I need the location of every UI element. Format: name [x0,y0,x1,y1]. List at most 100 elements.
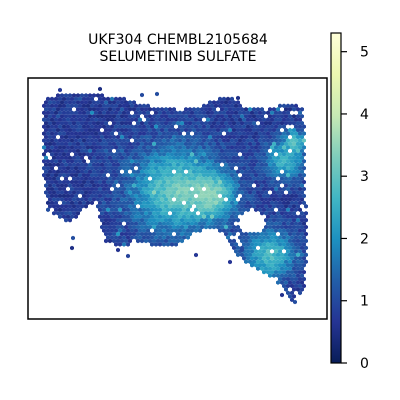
spot [264,204,268,209]
spot [118,165,122,171]
spot [294,228,298,233]
spot [302,255,306,261]
spot [212,217,216,223]
spot [122,96,126,102]
spot [298,283,302,289]
spot [144,148,148,154]
spot [134,193,138,199]
spot [252,113,256,119]
spot [292,127,296,133]
spot [134,207,138,213]
spot [188,141,192,147]
spot [150,207,154,213]
spot [138,179,142,185]
spot [88,190,92,195]
spot [134,200,138,206]
spot [254,235,258,240]
spot [228,162,232,168]
spot [192,176,196,181]
spot [296,259,300,265]
spot [76,162,80,168]
spot [150,193,154,199]
spot [114,179,118,185]
spot [276,238,280,244]
spot [48,107,52,112]
spot [234,249,238,254]
spot [108,190,112,195]
spot [152,238,156,244]
spot [250,165,254,171]
spot [186,172,190,178]
spot [170,124,174,129]
spot [124,183,128,188]
spot [118,124,122,129]
spot [292,134,296,140]
spot [282,131,286,136]
spot [236,155,240,161]
spot [178,117,182,123]
spot [238,117,242,123]
spot [124,231,128,237]
spot [194,172,198,178]
spot [226,103,230,109]
spot [46,200,50,206]
spot [176,238,180,244]
spot [88,120,92,126]
spot [254,165,258,171]
spot [108,169,112,174]
spot [78,165,82,171]
spot [234,152,238,157]
spot [180,148,184,154]
spot [296,204,300,209]
spot [182,152,186,157]
spot [234,145,238,150]
spot [300,224,304,230]
spot [300,113,304,119]
spot [98,138,102,143]
spot [232,162,236,168]
spot [194,165,198,171]
spot [118,207,122,213]
spot [278,103,282,109]
spot [216,217,220,223]
spot [268,238,272,244]
spot [76,127,80,133]
spot [268,162,272,168]
spot [192,113,196,119]
spot [140,148,144,154]
spot [46,138,50,143]
spot [294,145,298,150]
spot [100,120,104,126]
spot [302,193,306,199]
spot [138,117,142,123]
spot [204,120,208,126]
spot [274,131,278,136]
spot [70,172,74,178]
spot [96,120,100,126]
spot [154,117,158,123]
spot [252,127,256,133]
spot [158,172,162,178]
spot [208,100,212,105]
spot [184,127,188,133]
spot [248,169,252,174]
spot [288,204,292,209]
spot [296,120,300,126]
spot [62,103,66,109]
spot [158,145,162,150]
spot [290,235,294,240]
spot [292,273,296,278]
spot [238,200,242,206]
spot [148,134,152,140]
spot [154,207,158,213]
spot [276,148,280,154]
spot [68,204,72,209]
spot [150,221,154,226]
spot [196,169,200,174]
spot [208,113,212,119]
spot [234,242,238,247]
spot [186,138,190,143]
spot [136,231,140,237]
spot [220,127,224,133]
spot [154,200,158,206]
